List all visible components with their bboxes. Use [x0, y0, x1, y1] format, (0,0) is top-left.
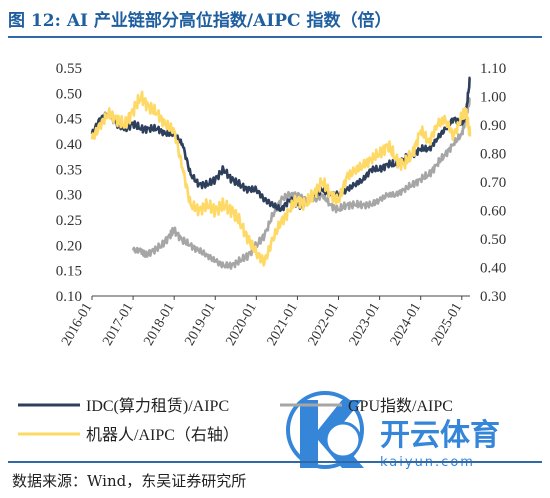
x-tick-label: 2016-01: [59, 301, 95, 349]
x-axis: 2016-01 2017-01 2018-01 2019-01 2020-01 2021-…: [59, 296, 465, 348]
legend-label: GPU指数/AIPC: [348, 397, 453, 415]
right-tick-label: 0.40: [480, 261, 506, 277]
left-tick-label: 0.25: [56, 213, 82, 229]
series-layer: [90, 76, 472, 270]
series-line: [90, 76, 471, 213]
left-tick-label: 0.50: [56, 86, 82, 102]
right-tick-label: 1.00: [480, 90, 506, 106]
right-tick-label: 0.60: [480, 204, 506, 220]
series-line: [131, 97, 471, 270]
right-tick-label: 0.80: [480, 147, 506, 163]
x-tick-label: 2023-01: [347, 301, 383, 349]
figure-title: 图 12: AI 产业链部分高位指数/AIPC 指数（倍）: [8, 6, 542, 38]
right-tick-label: 0.50: [480, 232, 506, 248]
left-tick-label: 0.35: [56, 162, 82, 178]
left-tick-label: 0.20: [56, 238, 82, 254]
x-tick-label: 2018-01: [141, 301, 177, 349]
right-tick-label: 0.30: [480, 289, 506, 305]
legend-label: 机器人/AIPC（右轴）: [86, 426, 239, 444]
right-tick-label: 1.10: [480, 61, 506, 77]
x-tick-label: 2017-01: [100, 301, 136, 349]
watermark-text: 开云体育: [380, 418, 500, 453]
left-tick-label: 0.45: [56, 112, 82, 128]
x-tick-label: 2025-01: [429, 301, 465, 349]
x-tick-label: 2019-01: [182, 301, 218, 349]
x-tick-label: 2022-01: [306, 301, 342, 349]
source-note: 数据来源：Wind，东吴证券研究所: [12, 472, 247, 490]
figure-title-text: AI 产业链部分高位指数/AIPC 指数（倍）: [66, 11, 392, 31]
left-tick-label: 0.40: [56, 137, 82, 153]
x-tick-label: 2021-01: [265, 301, 301, 349]
right-axis: 0.30 0.40 0.50 0.60 0.70 0.80 0.90 1.00 1.10: [480, 61, 506, 305]
legend-label: IDC(算力租赁)/AIPC: [86, 396, 229, 415]
watermark-ball-icon: [324, 421, 362, 459]
x-tick-label: 2024-01: [388, 301, 424, 349]
bottom-rule: [8, 461, 542, 463]
left-tick-label: 0.10: [56, 289, 82, 305]
left-tick-label: 0.55: [56, 61, 82, 77]
left-axis: 0.10 0.15 0.20 0.25 0.30 0.35 0.40 0.45 0.50 0.55: [56, 61, 82, 305]
right-tick-label: 0.90: [480, 118, 506, 134]
watermark: 开云体育 kaiyun.com: [286, 391, 500, 470]
left-tick-label: 0.15: [56, 264, 82, 280]
legend: IDC(算力租赁)/AIPC GPU指数/AIPC 机器人/AIPC（右轴）: [18, 396, 453, 444]
series-line: [90, 90, 472, 267]
figure-label: 图 12:: [8, 11, 61, 31]
right-tick-label: 0.70: [480, 175, 506, 191]
x-tick-label: 2020-01: [223, 301, 259, 349]
left-tick-label: 0.30: [56, 188, 82, 204]
